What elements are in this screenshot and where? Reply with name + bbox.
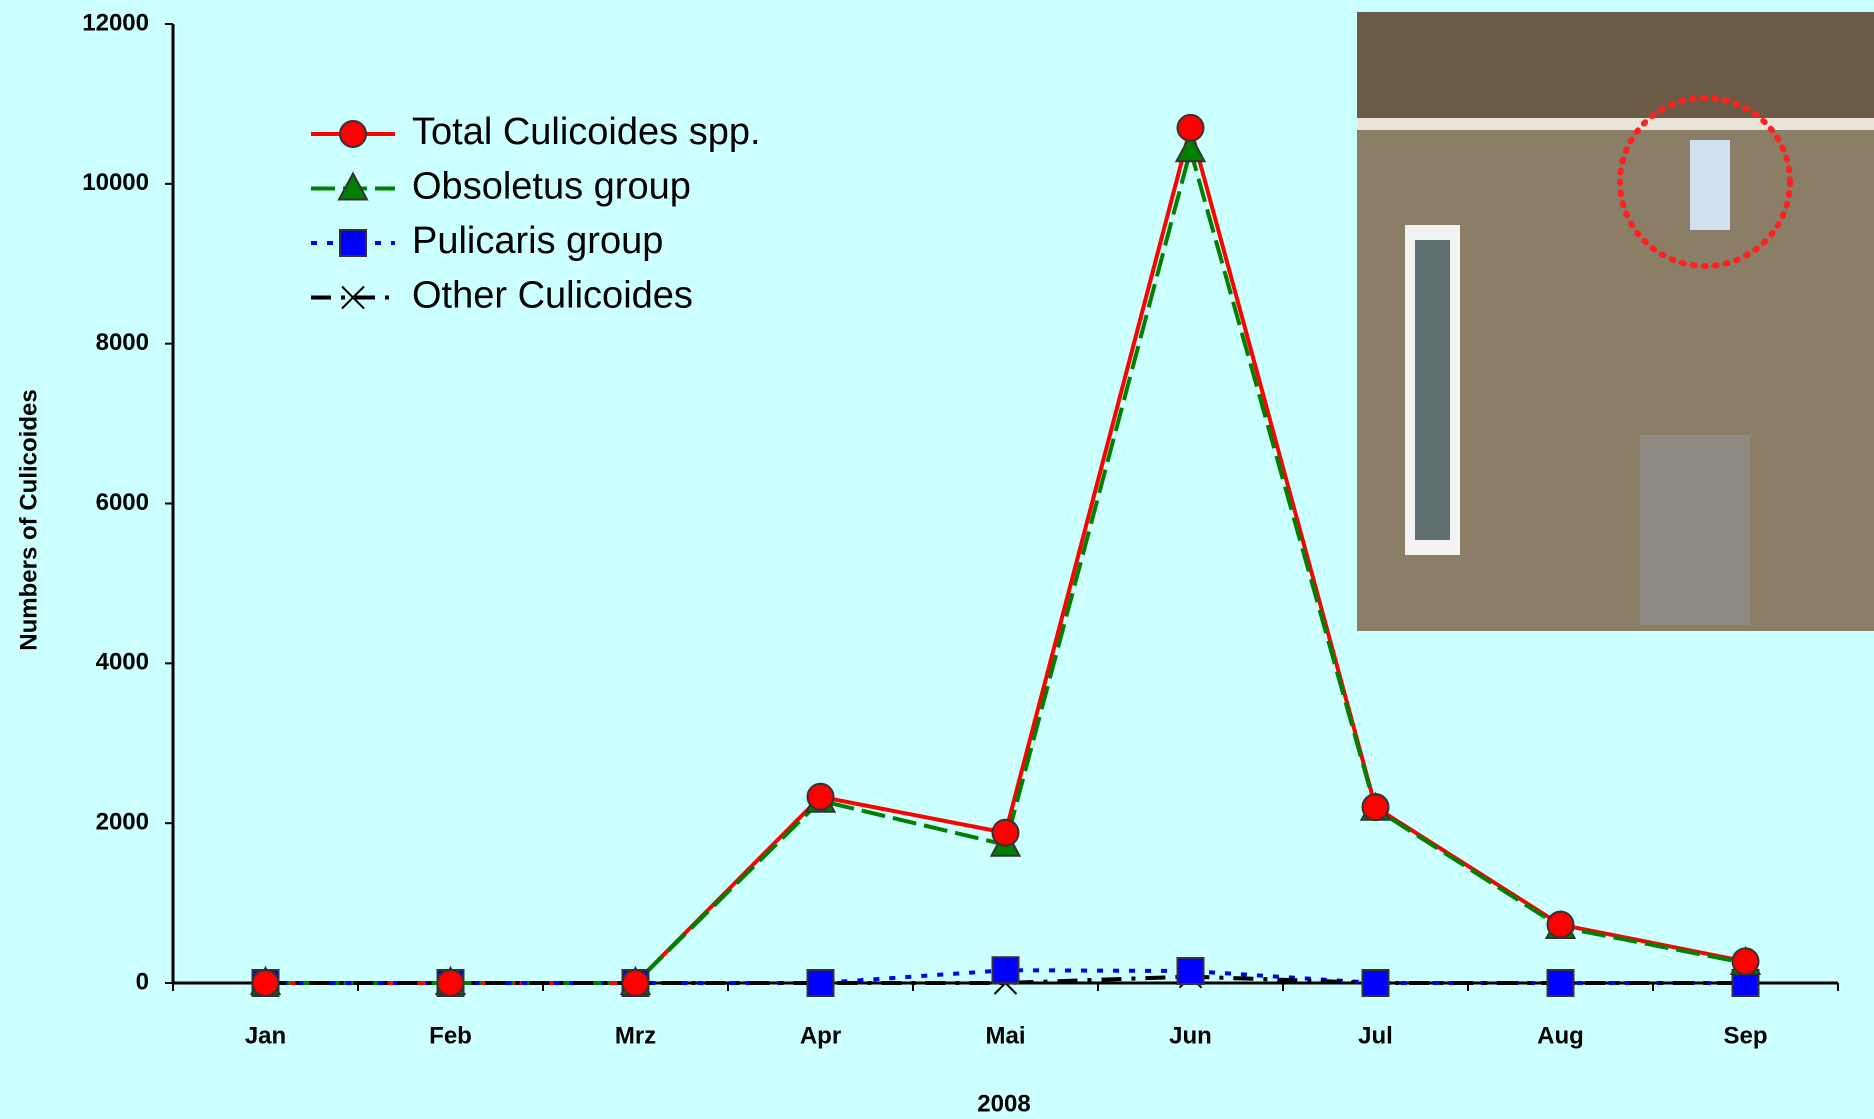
- marker: [1174, 133, 1207, 163]
- marker: [1176, 957, 1205, 986]
- marker: [436, 969, 465, 997]
- marker: [1176, 113, 1205, 142]
- marker: [806, 969, 835, 997]
- x-tick-label: Mai: [985, 1022, 1025, 1049]
- y-tick-label: 4000: [96, 649, 149, 676]
- marker: [1361, 969, 1390, 997]
- marker: [1731, 947, 1760, 976]
- x-tick-label: Mrz: [615, 1022, 656, 1049]
- y-axis-label: Numbers of Culicoides: [15, 389, 42, 650]
- legend-item: Total Culicoides spp.: [311, 111, 761, 153]
- x-axis-label: 2008: [977, 1090, 1030, 1117]
- marker: [1546, 910, 1575, 939]
- y-tick-label: 2000: [96, 809, 149, 836]
- x-tick-label: Apr: [800, 1022, 841, 1049]
- marker: [339, 229, 367, 257]
- marker: [337, 171, 369, 201]
- photo-cabinet: [1640, 435, 1750, 625]
- marker: [251, 969, 280, 997]
- marker: [1361, 793, 1390, 822]
- y-tick-label: 0: [136, 968, 149, 995]
- legend-item: Other Culicoides: [311, 275, 693, 317]
- legend-label: Obsoletus group: [412, 166, 691, 208]
- marker: [341, 285, 365, 310]
- photo-beam: [1357, 12, 1874, 122]
- photo-trap: [1690, 140, 1730, 230]
- y-tick-label: 8000: [96, 329, 149, 356]
- legend-label: Pulicaris group: [412, 220, 663, 262]
- legend-item: Pulicaris group: [311, 220, 663, 262]
- marker: [991, 956, 1020, 985]
- legend-item: Obsoletus group: [311, 166, 691, 208]
- x-tick-label: Aug: [1537, 1022, 1584, 1049]
- x-tick-label: Sep: [1723, 1022, 1767, 1049]
- y-tick-label: 12000: [82, 9, 149, 36]
- marker: [1546, 969, 1575, 997]
- marker: [991, 818, 1020, 847]
- marker: [806, 782, 835, 811]
- photo: [1357, 12, 1874, 631]
- legend-label: Other Culicoides: [412, 275, 693, 317]
- marker: [621, 969, 650, 997]
- y-tick-label: 6000: [96, 489, 149, 516]
- x-tick-label: Feb: [429, 1022, 472, 1049]
- photo-ledge: [1357, 118, 1874, 130]
- photo-highlight: [1617, 95, 1793, 269]
- x-tick-label: Jun: [1169, 1022, 1212, 1049]
- legend-label: Total Culicoides spp.: [412, 111, 761, 153]
- x-tick-label: Jul: [1358, 1022, 1393, 1049]
- marker: [339, 120, 367, 148]
- photo-door-glass: [1415, 240, 1450, 540]
- x-tick-label: Jan: [245, 1022, 286, 1049]
- y-tick-label: 10000: [82, 169, 149, 196]
- series-line: [265, 974, 1746, 985]
